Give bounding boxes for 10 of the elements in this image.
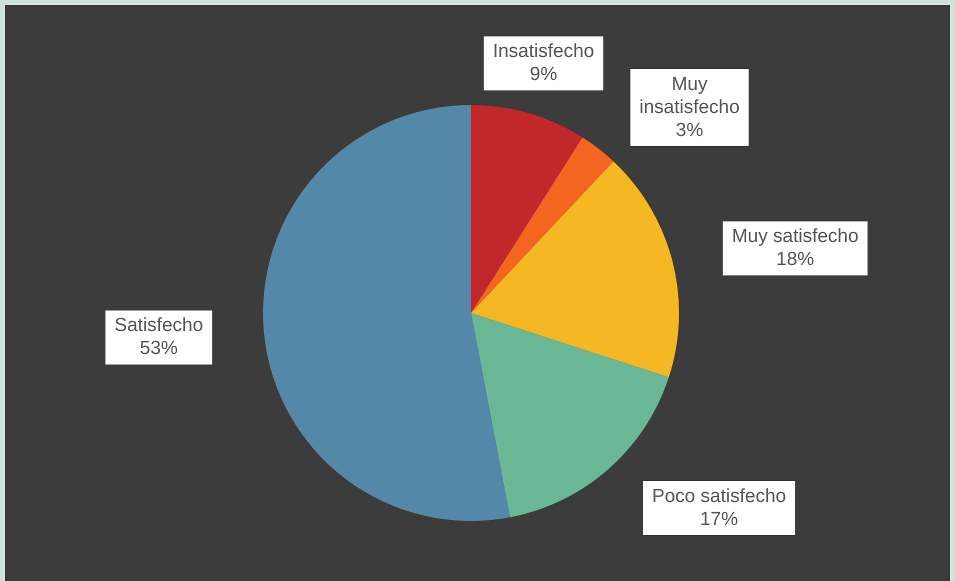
slice-label: Muy satisfecho [732,226,859,248]
data-label: 3% [676,120,704,141]
data-label: 17% [700,508,738,530]
data-label: 9% [530,64,558,86]
slice-label: Insatisfecho [492,41,594,62]
slice-label: Muy insatisfecho [639,74,740,118]
data-label: 18% [776,249,814,270]
data-label: 53% [140,338,178,360]
slice-label: Satisfecho [114,315,204,336]
slice-label: Poco satisfecho [652,486,786,507]
